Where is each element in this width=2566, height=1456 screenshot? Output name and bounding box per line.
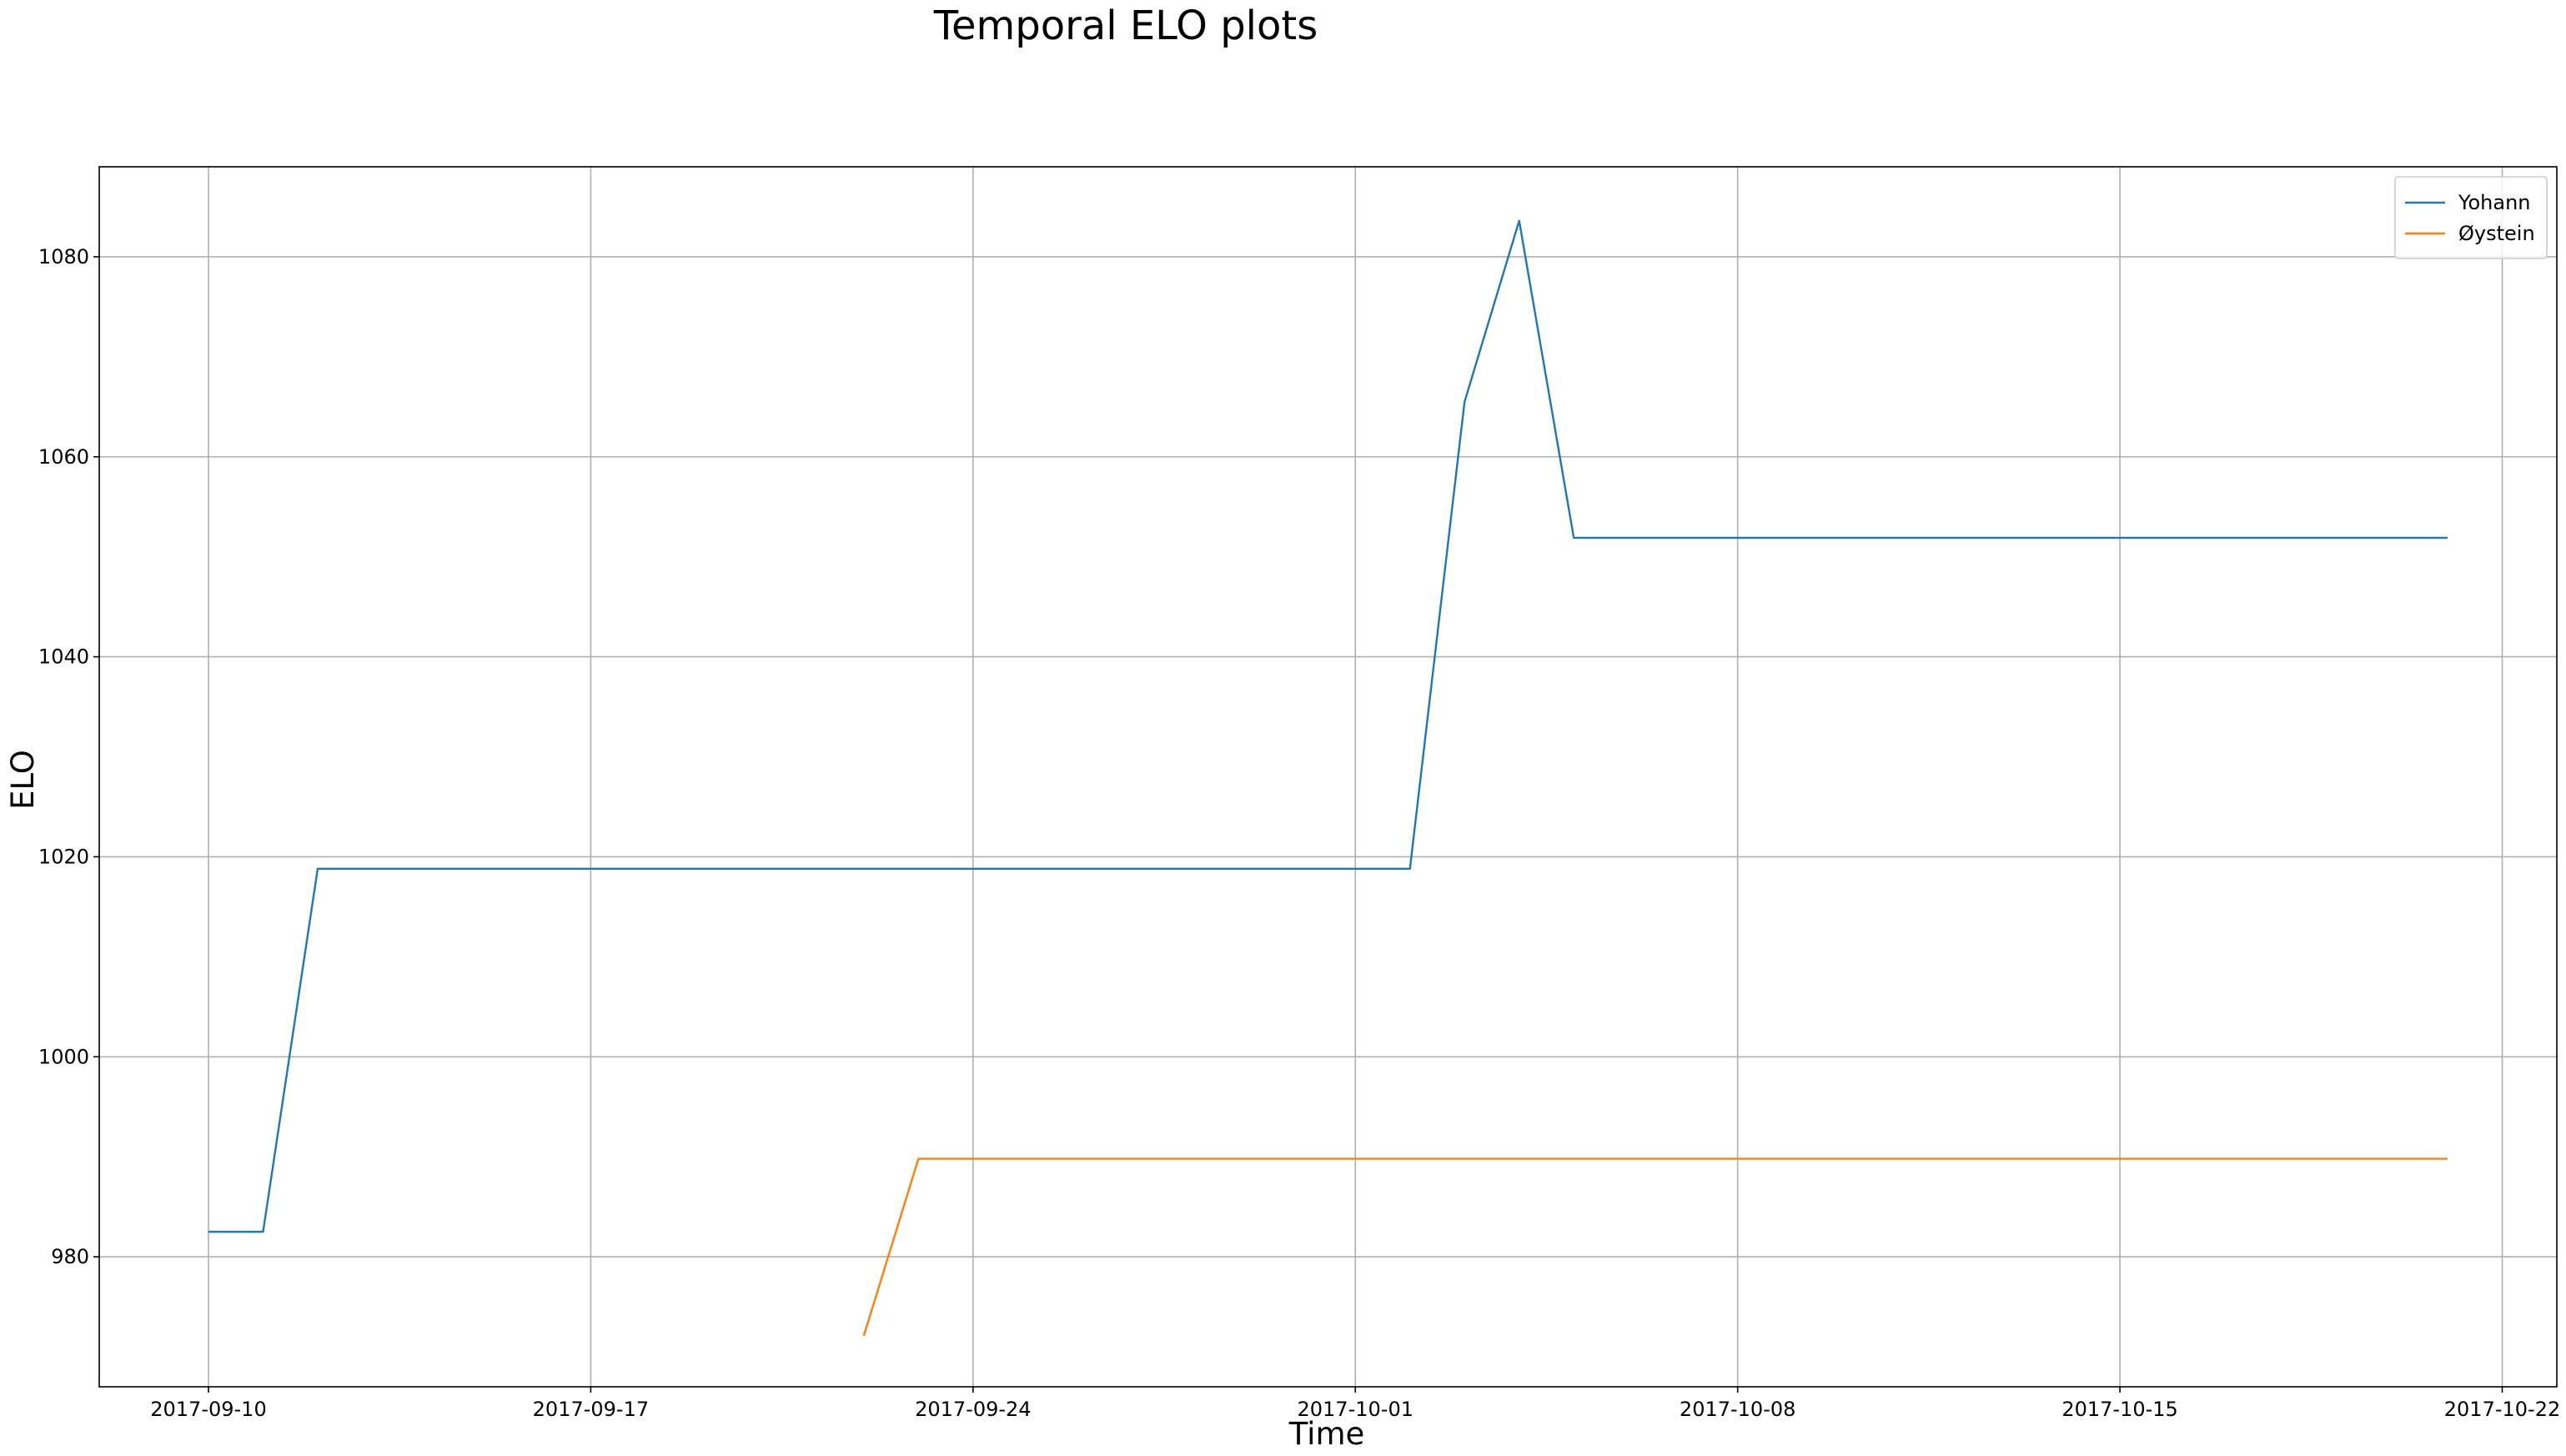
y-tick-label: 1080 [38,245,89,269]
data-point [1409,867,1412,871]
plot-frame [98,166,2558,1388]
x-tick-label: 2017-10-15 [2061,1398,2177,1421]
grid [99,167,2557,1387]
chart-title: Temporal ELO plots [933,3,1318,49]
data-point [1518,219,1521,223]
y-tick-label: 1000 [38,1045,89,1068]
data-point [316,867,319,871]
legend-label: Øystein [2458,222,2535,245]
legend-box [2394,176,2548,259]
data-point [1572,536,1575,540]
axis-ticks: 2017-09-10 2017-09-17 2017-09-24 2017-10-01… [38,245,2560,1421]
data-point [2446,536,2449,540]
y-tick-label: 980 [51,1245,89,1268]
legend: Yohann Øystein [2394,176,2548,259]
data-point [261,1230,264,1233]
y-tick-label: 1020 [38,845,89,868]
x-tick-label: 2017-09-17 [533,1398,649,1421]
x-axis-label: Time [1288,1416,1365,1452]
x-tick-label: 2017-10-22 [2444,1398,2560,1421]
legend-label: Yohann [2458,191,2531,214]
y-tick-label: 1040 [38,645,89,669]
x-tick-label: 2017-10-01 [1298,1398,1414,1421]
x-tick-label: 2017-09-24 [915,1398,1031,1421]
series-line-ystein [862,1157,2448,1337]
x-tick-label: 2017-09-10 [150,1398,266,1421]
plot-lines [207,219,2449,1338]
data-point [207,1230,210,1233]
series-line-yohann [208,219,2448,1233]
data-point [916,1157,920,1161]
y-axis-label: ELO [5,750,41,810]
x-tick-label: 2017-10-08 [1680,1398,1795,1421]
data-point [2446,1157,2449,1161]
data-point [862,1334,866,1338]
data-point [1463,400,1466,404]
y-tick-label: 1060 [38,445,89,469]
